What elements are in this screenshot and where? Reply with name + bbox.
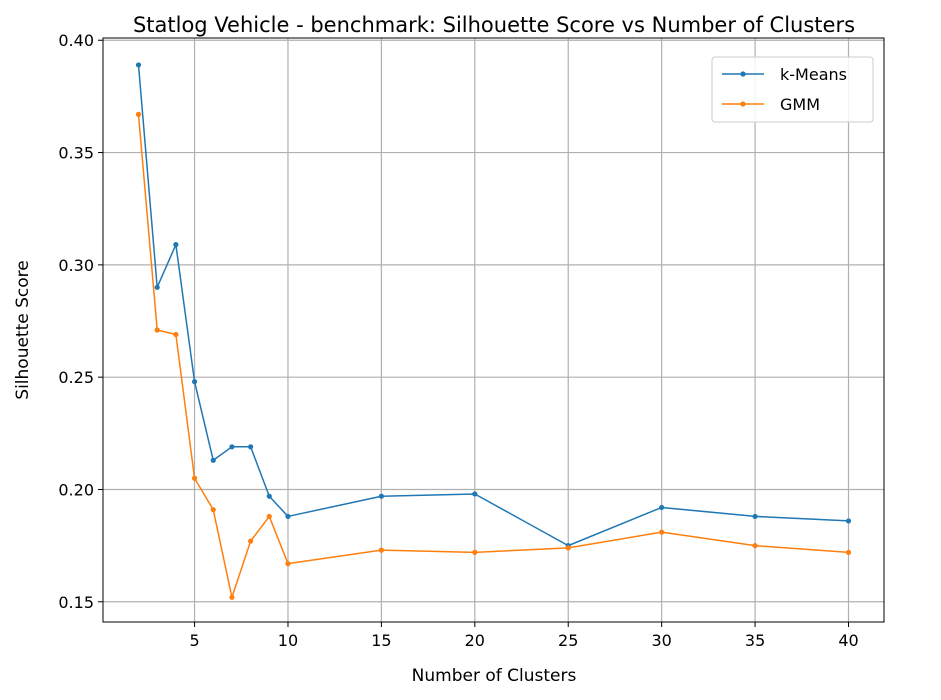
data-point-gmm: [752, 543, 758, 549]
legend-label-gmm: GMM: [780, 95, 820, 114]
data-point-gmm: [135, 111, 142, 117]
data-point-gmm: [210, 507, 216, 513]
data-point-k-means: [154, 284, 160, 290]
series-layer: [135, 62, 852, 600]
x-tick-label: 15: [371, 631, 391, 650]
data-point-gmm: [173, 331, 179, 338]
legend-label-k-means: k-Means: [780, 65, 847, 84]
chart-title: Statlog Vehicle - benchmark: Silhouette …: [133, 13, 855, 37]
data-point-gmm: [659, 529, 665, 535]
data-point-k-means: [135, 62, 142, 68]
x-tick-label: 10: [278, 631, 298, 650]
data-point-k-means: [378, 493, 384, 499]
data-point-k-means: [752, 513, 758, 520]
y-tick-label: 0.40: [58, 31, 94, 50]
x-tick-label: 30: [651, 631, 671, 650]
y-tick-label: 0.25: [58, 368, 94, 387]
x-tick-label: 25: [558, 631, 578, 650]
series-gmm: [135, 111, 852, 600]
data-point-gmm: [229, 594, 235, 600]
data-point-k-means: [472, 491, 478, 497]
data-point-k-means: [248, 444, 254, 450]
data-point-gmm: [565, 545, 571, 551]
data-point-gmm: [378, 547, 384, 553]
y-tick-label: 0.20: [58, 480, 94, 499]
x-axis-label: Number of Clusters: [412, 666, 577, 686]
x-tick-label: 35: [745, 631, 765, 650]
y-axis-label: Silhouette Score: [13, 260, 33, 399]
data-point-k-means: [191, 379, 198, 385]
y-tick-label: 0.15: [58, 593, 94, 612]
data-point-gmm: [472, 549, 478, 555]
x-tick-label: 5: [189, 631, 199, 650]
data-point-k-means: [285, 513, 291, 520]
data-point-gmm: [248, 538, 254, 544]
y-tick-label: 0.35: [58, 144, 94, 163]
data-point-k-means: [173, 242, 179, 248]
grid-lines: [103, 38, 884, 622]
data-point-gmm: [154, 327, 160, 333]
legend-marker-gmm: [740, 101, 746, 107]
data-point-k-means: [845, 518, 852, 524]
legend-marker-k-means: [740, 71, 746, 77]
legend: k-Means GMM: [711, 56, 874, 123]
x-tick-label: 40: [838, 631, 858, 650]
data-point-gmm: [266, 513, 272, 520]
plot-frame: [102, 37, 885, 623]
data-point-k-means: [210, 457, 216, 463]
data-point-gmm: [191, 475, 198, 481]
y-tick-label: 0.30: [58, 256, 94, 275]
data-point-k-means: [229, 444, 235, 450]
data-point-k-means: [659, 504, 665, 511]
x-tick-label: 20: [465, 631, 485, 650]
data-point-gmm: [845, 549, 852, 555]
axis-ticks: 5 10 15 20 25 30 35 40 0.15 0.20 0.25 0.30 0.35 0.40: [58, 31, 858, 650]
data-point-k-means: [266, 493, 272, 499]
data-point-gmm: [285, 561, 291, 567]
